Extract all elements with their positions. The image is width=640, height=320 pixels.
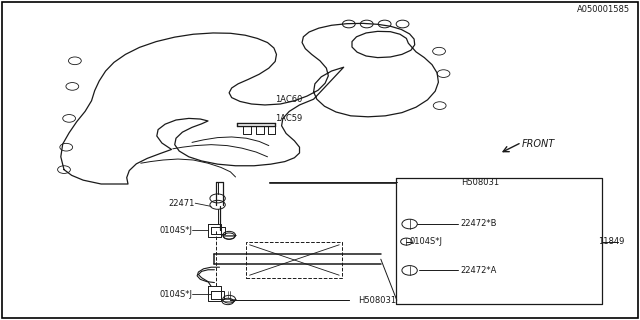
Text: 1AC59: 1AC59 [275,114,303,123]
Text: 0104S*J: 0104S*J [159,226,192,235]
Text: 1AC60: 1AC60 [275,95,303,104]
Bar [246,242,342,278]
Text: A050001585: A050001585 [577,5,630,14]
Text: 22471: 22471 [169,199,195,208]
Text: H508031: H508031 [358,296,397,305]
Text: 11849: 11849 [598,237,624,246]
Text: 0104S*J: 0104S*J [159,290,192,299]
Text: 22472*A: 22472*A [461,266,497,275]
Text: FRONT: FRONT [522,139,555,149]
Text: 0104S*J: 0104S*J [410,237,443,246]
Text: H508031: H508031 [461,178,499,187]
Text: 22472*B: 22472*B [461,220,497,228]
